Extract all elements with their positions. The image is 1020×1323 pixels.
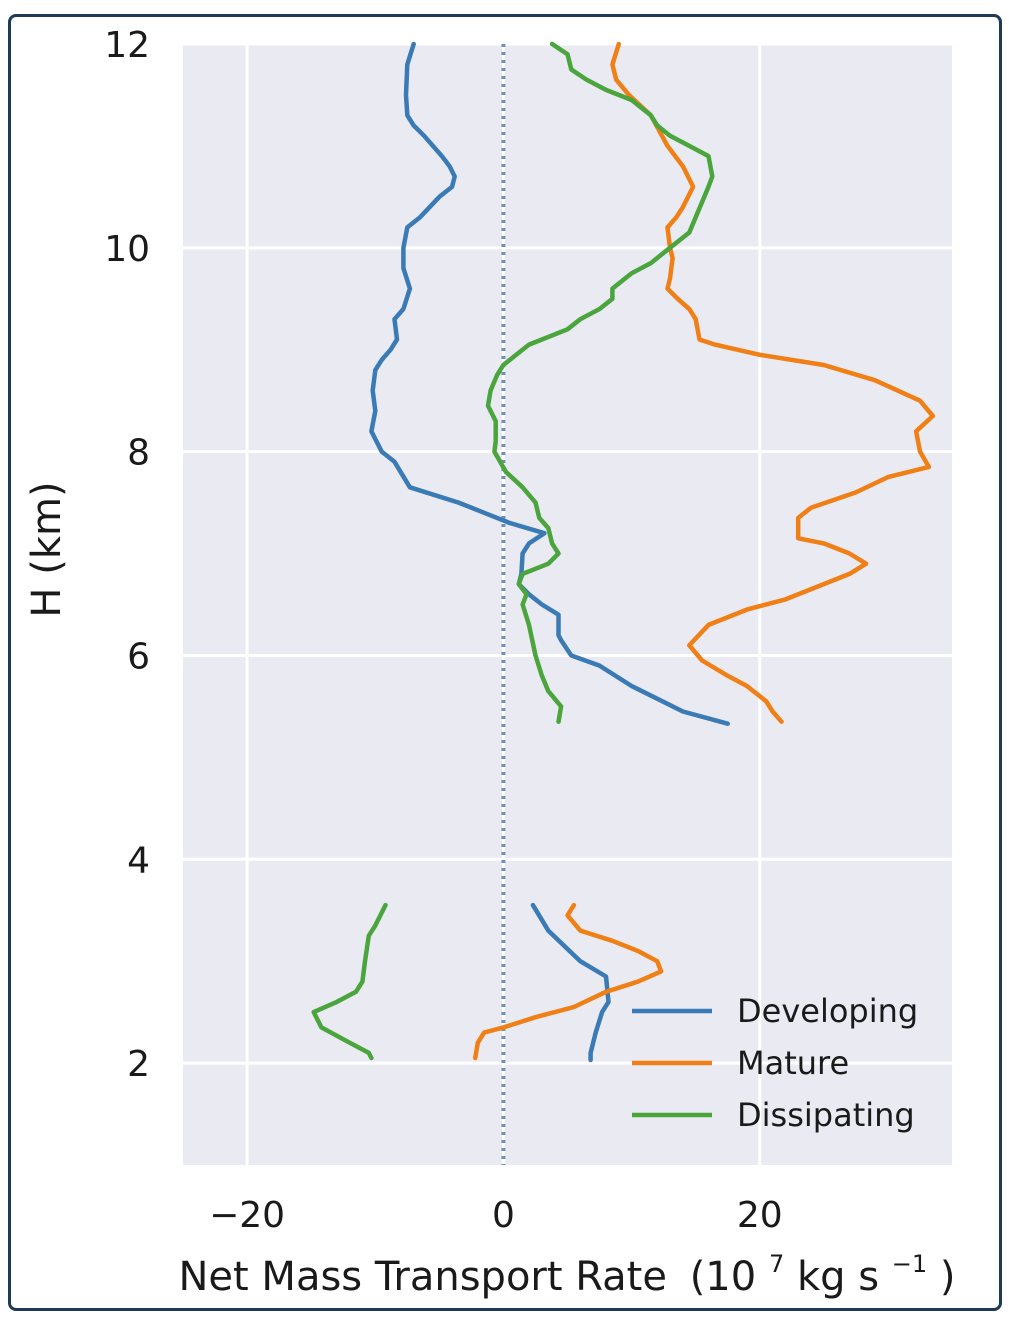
y-tick-label: 2: [127, 1044, 150, 1085]
legend: Developing Mature Dissipating: [632, 992, 918, 1134]
x-axis-label-unit-exponent-2: −1: [892, 1250, 927, 1278]
series-line-mature: [472, 902, 664, 1061]
x-tick-labels: −20 0 20: [209, 1195, 783, 1236]
y-tick-label: 6: [127, 636, 150, 677]
x-tick-label: −20: [209, 1195, 285, 1236]
plot-area: [183, 44, 952, 1165]
x-axis-label-unit-open: (10: [690, 1254, 757, 1300]
x-tick-label: 20: [737, 1195, 783, 1236]
x-axis-label-unit-exponent: 7: [769, 1250, 784, 1278]
x-tick-label: 0: [492, 1195, 515, 1236]
y-tick-label: 10: [104, 229, 150, 270]
x-axis-label: Net Mass Transport Rate (10 7 kg s −1 ): [179, 1236, 956, 1300]
y-tick-label: 12: [104, 25, 150, 66]
x-axis-label-unit-close: ): [940, 1254, 956, 1300]
y-tick-labels: 2 4 6 8 10 12: [104, 25, 150, 1085]
legend-label-mature: Mature: [737, 1044, 849, 1082]
series-line-developing: [530, 902, 611, 1063]
legend-label-dissipating: Dissipating: [737, 1096, 915, 1134]
series-line-dissipating: [311, 902, 388, 1061]
series-line-dissipating: [485, 41, 715, 724]
series-line-developing: [369, 41, 730, 726]
legend-label-developing: Developing: [737, 992, 918, 1030]
x-axis-label-name: Net Mass Transport Rate: [179, 1254, 667, 1300]
x-axis-label-unit-mid: kg s: [797, 1254, 879, 1300]
series-line-mature: [610, 41, 936, 724]
y-tick-label: 8: [127, 433, 150, 474]
y-tick-label: 4: [127, 840, 150, 881]
series-group: [311, 41, 936, 1063]
y-axis-label: H (km): [24, 481, 70, 617]
